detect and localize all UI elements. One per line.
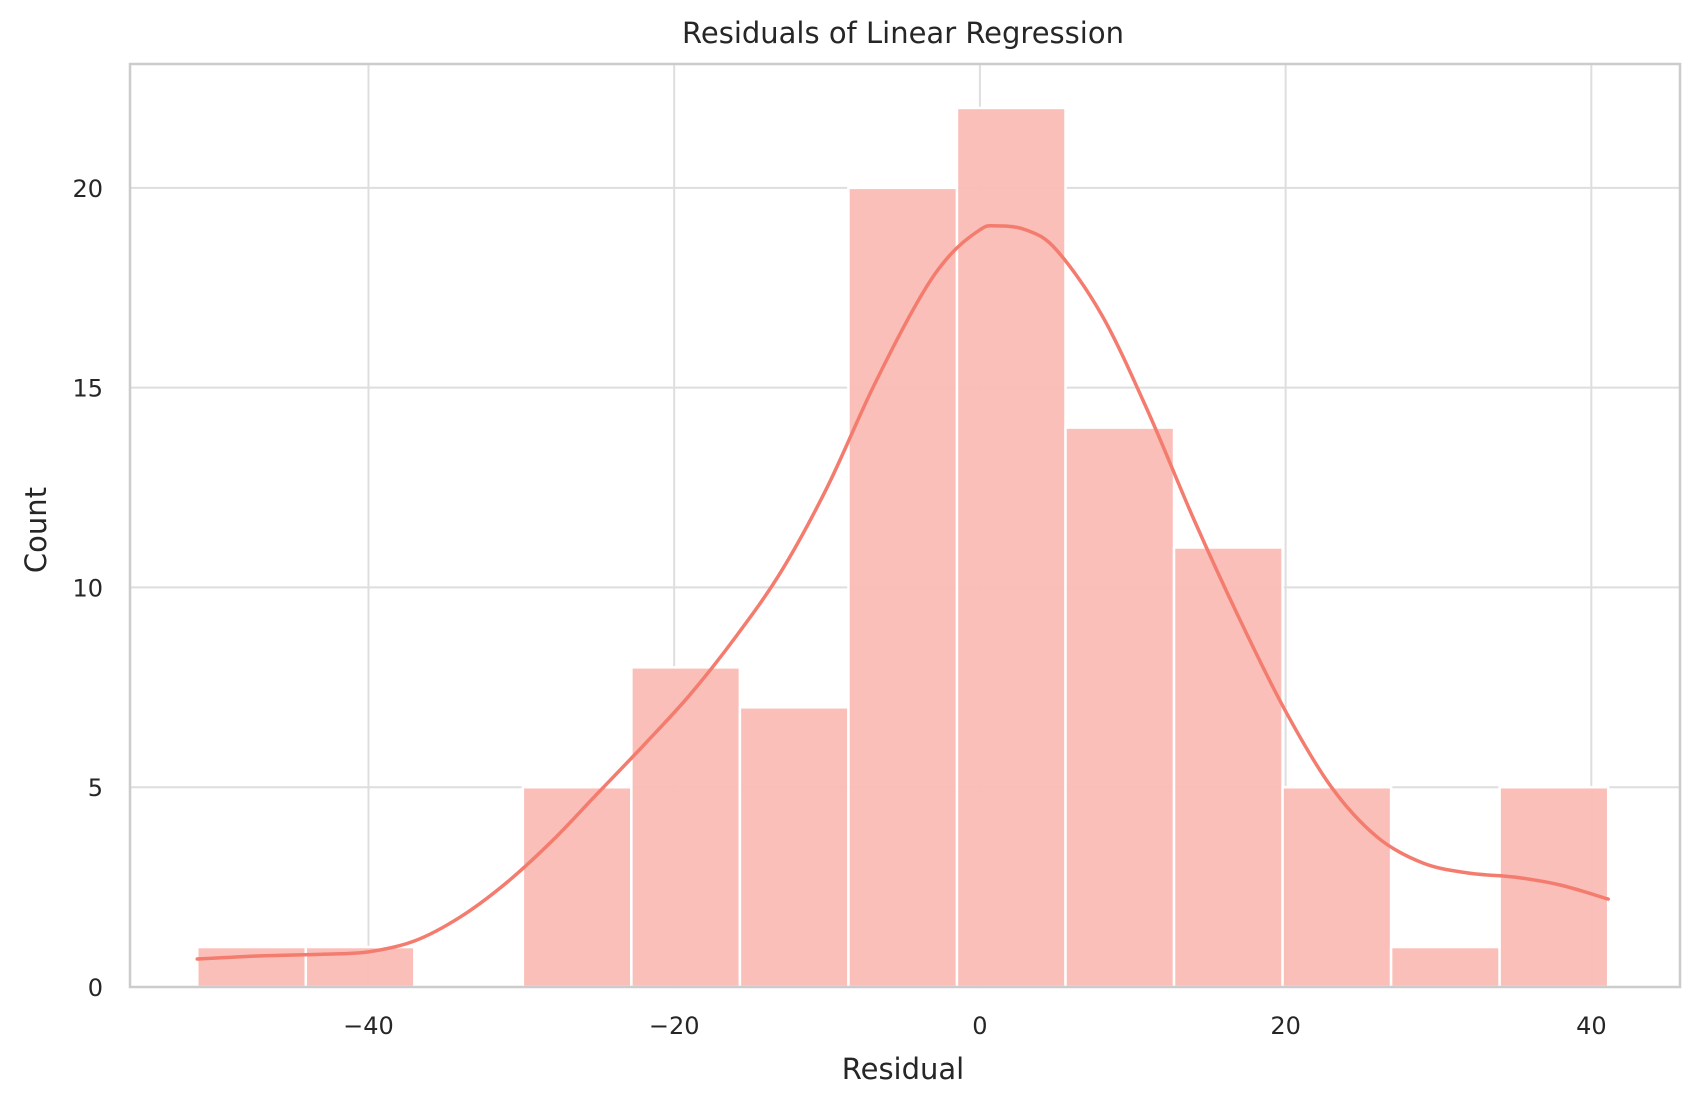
x-tick-label-2: 0 <box>972 1012 987 1040</box>
histogram-bar-9 <box>1172 546 1284 989</box>
histogram-bar-8 <box>1064 426 1176 989</box>
histogram-bar-5 <box>738 706 850 989</box>
axes-frame <box>128 62 1682 989</box>
x-axis-label: Residual <box>842 1052 964 1086</box>
plot-frame <box>128 62 1682 989</box>
y-tick-label-3: 15 <box>72 375 103 403</box>
x-tick-label-1: −20 <box>649 1012 700 1040</box>
x-tick-label-4: 40 <box>1576 1012 1607 1040</box>
histogram-bar-12 <box>1498 785 1610 989</box>
histogram-bar-10 <box>1281 785 1393 989</box>
histogram-bar-6 <box>847 186 959 989</box>
tick-labels: −40 −20 0 20 40 0 5 10 15 20 <box>72 175 1606 1040</box>
kde-curve-group <box>195 223 1610 961</box>
kde-line <box>195 223 1610 961</box>
y-tick-label-4: 20 <box>72 175 103 203</box>
histogram-bar-0 <box>196 945 308 989</box>
x-tick-label-3: 20 <box>1270 1012 1301 1040</box>
histogram-bar-3 <box>521 785 633 989</box>
y-tick-label-1: 5 <box>88 774 103 802</box>
y-tick-label-0: 0 <box>88 974 103 1002</box>
histogram-bar-7 <box>955 106 1067 989</box>
chart-title: Residuals of Linear Regression <box>682 16 1124 50</box>
x-tick-label-0: −40 <box>343 1012 394 1040</box>
y-axis-label: Count <box>19 487 53 573</box>
y-tick-label-2: 10 <box>72 574 103 602</box>
histogram-bar-11 <box>1389 945 1501 989</box>
histogram-bar-4 <box>630 666 742 989</box>
